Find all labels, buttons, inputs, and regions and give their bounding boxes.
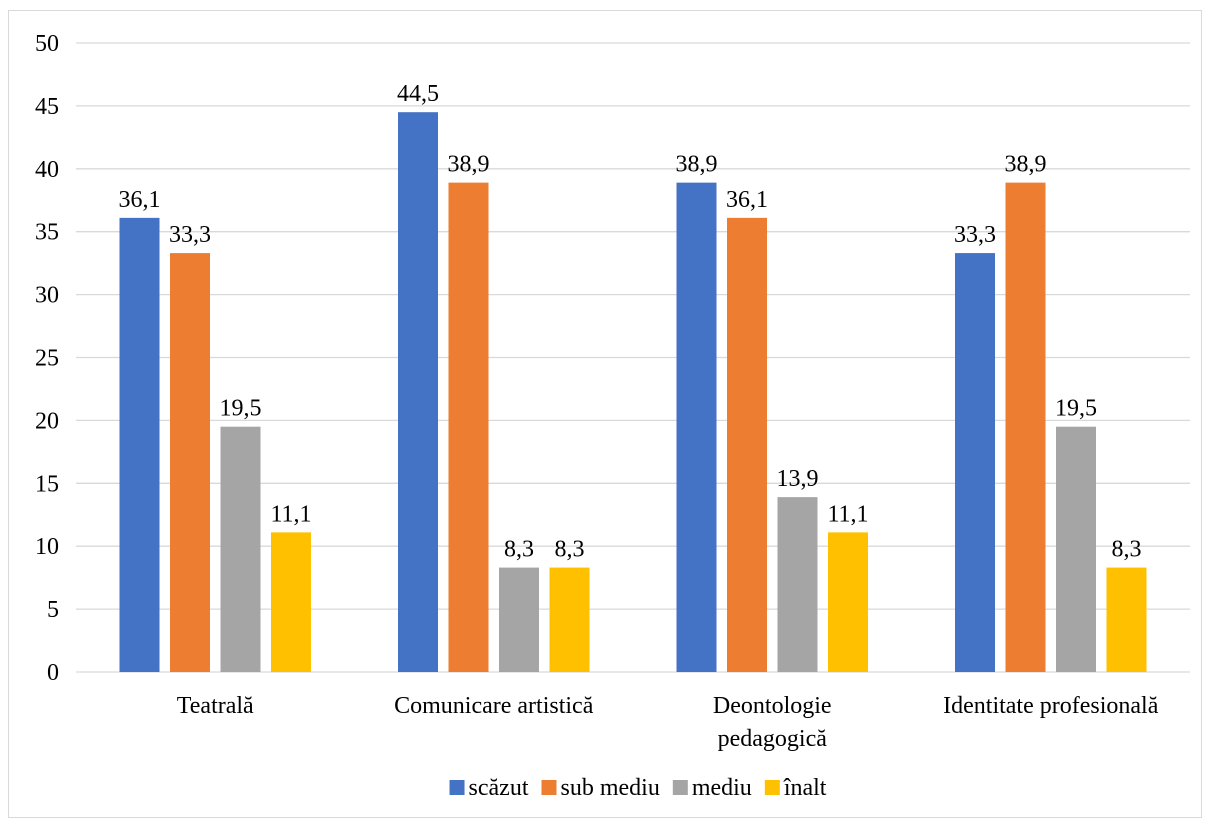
data-label: 8,3	[555, 537, 585, 563]
data-label: 8,3	[1112, 537, 1142, 563]
data-label: 36,1	[726, 187, 768, 213]
y-tick-label: 10	[35, 534, 59, 560]
legend-swatch	[449, 780, 465, 795]
bar	[398, 112, 438, 672]
x-category-label: Deontologie	[713, 693, 832, 719]
bar	[220, 426, 261, 672]
x-category-label: Identitate profesională	[943, 693, 1159, 719]
legend-item: scăzut	[449, 775, 529, 801]
data-label: 19,5	[1055, 396, 1097, 422]
y-tick-label: 30	[35, 283, 59, 309]
bar	[448, 182, 489, 672]
bar	[676, 182, 717, 672]
legend-label: înalt	[783, 775, 827, 801]
bar	[170, 253, 210, 672]
y-tick-label: 40	[35, 157, 59, 183]
data-label: 36,1	[119, 187, 161, 213]
bars	[119, 112, 1147, 672]
bar	[777, 497, 818, 672]
bar	[271, 532, 311, 672]
legend-item: sub mediu	[541, 775, 660, 801]
bar	[119, 217, 160, 672]
data-label: 8,3	[504, 537, 534, 563]
x-axis-categories: Teatrală Comunicare artistică Deontologie p…	[177, 693, 1159, 752]
y-tick-label: 25	[35, 346, 59, 372]
data-label: 33,3	[169, 222, 211, 248]
bar	[549, 567, 590, 672]
data-label: 19,5	[220, 396, 262, 422]
legend-swatch	[672, 780, 688, 795]
legend-label: scăzut	[469, 775, 529, 801]
legend-label: sub mediu	[560, 775, 659, 801]
data-label: 13,9	[777, 466, 819, 492]
bar	[499, 567, 539, 672]
y-tick-label: 35	[35, 220, 59, 246]
bar	[1056, 426, 1096, 672]
legend-item: mediu	[672, 775, 752, 801]
legend-swatch	[764, 780, 780, 795]
data-label: 11,1	[270, 501, 311, 527]
data-labels: 36,1 44,5 38,9 33,3 33,3 38,9 36,1 38,9 19,5 8,3 1…	[119, 81, 1142, 562]
data-label: 11,1	[827, 501, 868, 527]
data-label: 38,9	[676, 152, 718, 178]
bar	[1005, 182, 1046, 672]
bar-chart: 0 5 10 15 20 25 30 35 40 45 50 36,1 44,5 38,9 33,3 33,…	[35, 31, 1190, 801]
x-category-label: Comunicare artistică	[394, 693, 594, 719]
legend: scăzut sub mediu mediu înalt	[449, 775, 827, 801]
y-tick-label: 45	[35, 94, 59, 120]
bar	[955, 253, 995, 672]
y-axis-ticks: 0 5 10 15 20 25 30 35 40 45 50	[35, 31, 59, 686]
bar	[1106, 567, 1147, 672]
data-label: 44,5	[397, 81, 439, 107]
x-category-label: pedagogică	[718, 726, 828, 752]
legend-item: înalt	[764, 775, 827, 801]
y-tick-label: 50	[35, 31, 59, 57]
legend-swatch	[541, 780, 557, 795]
y-tick-label: 20	[35, 408, 59, 434]
data-label: 38,9	[448, 152, 490, 178]
y-tick-label: 5	[47, 597, 59, 623]
gridlines	[76, 42, 1190, 673]
chart-frame: 0 5 10 15 20 25 30 35 40 45 50 36,1 44,5 38,9 33,3 33,…	[8, 10, 1202, 818]
bar	[828, 532, 868, 672]
legend-label: mediu	[692, 775, 752, 801]
data-label: 33,3	[954, 222, 996, 248]
bar	[727, 217, 767, 672]
y-tick-label: 15	[35, 471, 59, 497]
data-label: 38,9	[1005, 152, 1047, 178]
y-tick-label: 0	[47, 660, 59, 686]
x-category-label: Teatrală	[177, 693, 254, 719]
